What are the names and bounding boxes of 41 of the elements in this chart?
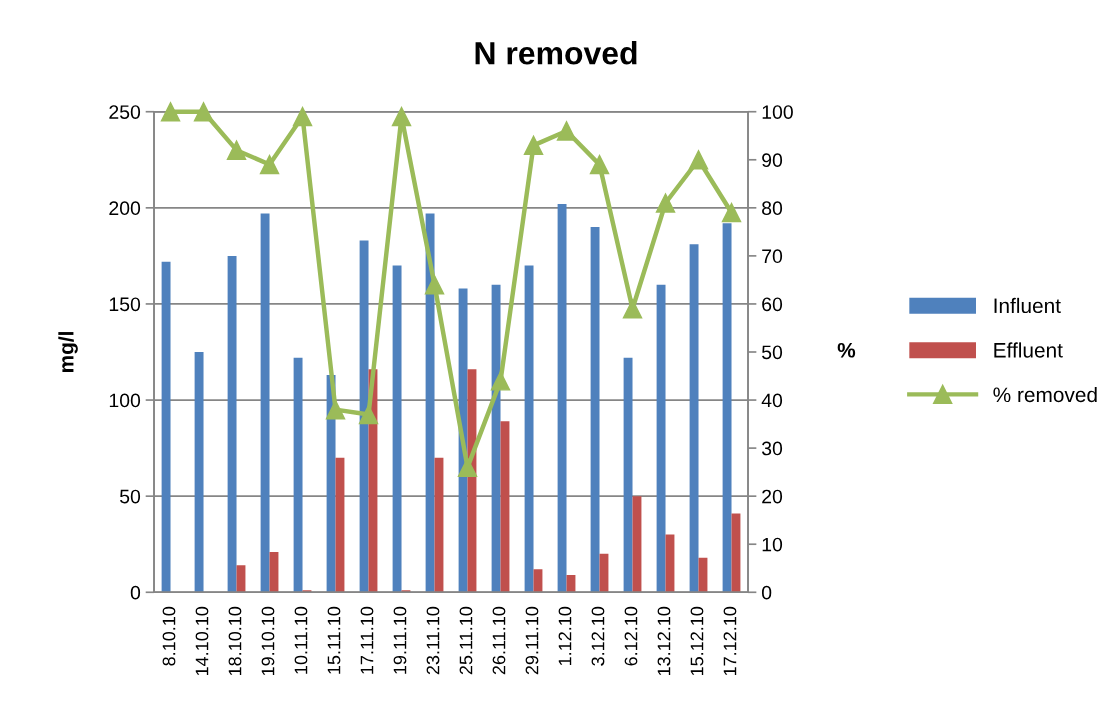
x-tick-label: 19.11.10 [393, 606, 407, 674]
legend-label: Influent [994, 297, 1061, 314]
x-tick-label: 18.10.10 [228, 606, 242, 676]
x-tick-label: 1.12.10 [558, 606, 572, 666]
y2-tick-label: 50 [761, 345, 783, 360]
x-tick-label: 6.12.10 [624, 606, 638, 666]
y-tick-label: 50 [119, 489, 141, 504]
y-tick-label: 200 [109, 201, 141, 216]
y2-tick-label: 80 [762, 201, 783, 216]
x-tick-label: 8.10.10 [162, 606, 176, 666]
y2-tick-label: 90 [762, 153, 783, 168]
y2-tick-label: 100 [762, 105, 793, 119]
x-tick-label: 3.12.10 [591, 606, 605, 666]
x-tick-label: 23.11.10 [426, 606, 440, 675]
x-tick-label: 14.10.10 [195, 606, 209, 676]
y-axis-title: mg/l [58, 332, 78, 373]
y2-tick-label: 70 [762, 249, 783, 264]
y-tick-label: 150 [109, 297, 141, 312]
x-tick-label: 25.11.10 [459, 606, 473, 675]
y2-tick-label: 20 [762, 489, 783, 504]
y2-tick-label: 10 [762, 537, 783, 552]
x-tick-label: 29.11.10 [525, 606, 539, 675]
y2-tick-label: 40 [761, 393, 783, 408]
y2-tick-label: 0 [761, 585, 772, 600]
y-tick-label: 0 [130, 585, 141, 600]
y-tick-label: 100 [109, 393, 141, 408]
x-tick-label: 17.12.10 [723, 606, 737, 676]
x-tick-label: 13.12.10 [657, 606, 671, 676]
chart-title: N removed [475, 41, 637, 65]
x-tick-label: 15.12.10 [690, 606, 704, 676]
x-tick-label: 17.11.10 [360, 606, 374, 674]
x-tick-label: 19.10.10 [261, 606, 275, 676]
y2-tick-label: 30 [761, 441, 783, 456]
legend-label: % removed [993, 386, 1097, 403]
y-tick-label: 250 [109, 105, 141, 119]
x-tick-label: 15.11.10 [327, 606, 341, 674]
y2-tick-label: 60 [762, 297, 783, 312]
x-tick-label: 26.11.10 [492, 606, 506, 675]
y2-axis-title: % [837, 342, 856, 358]
legend-label: Effluent [994, 342, 1063, 358]
x-tick-label: 10.11.10 [294, 606, 308, 674]
